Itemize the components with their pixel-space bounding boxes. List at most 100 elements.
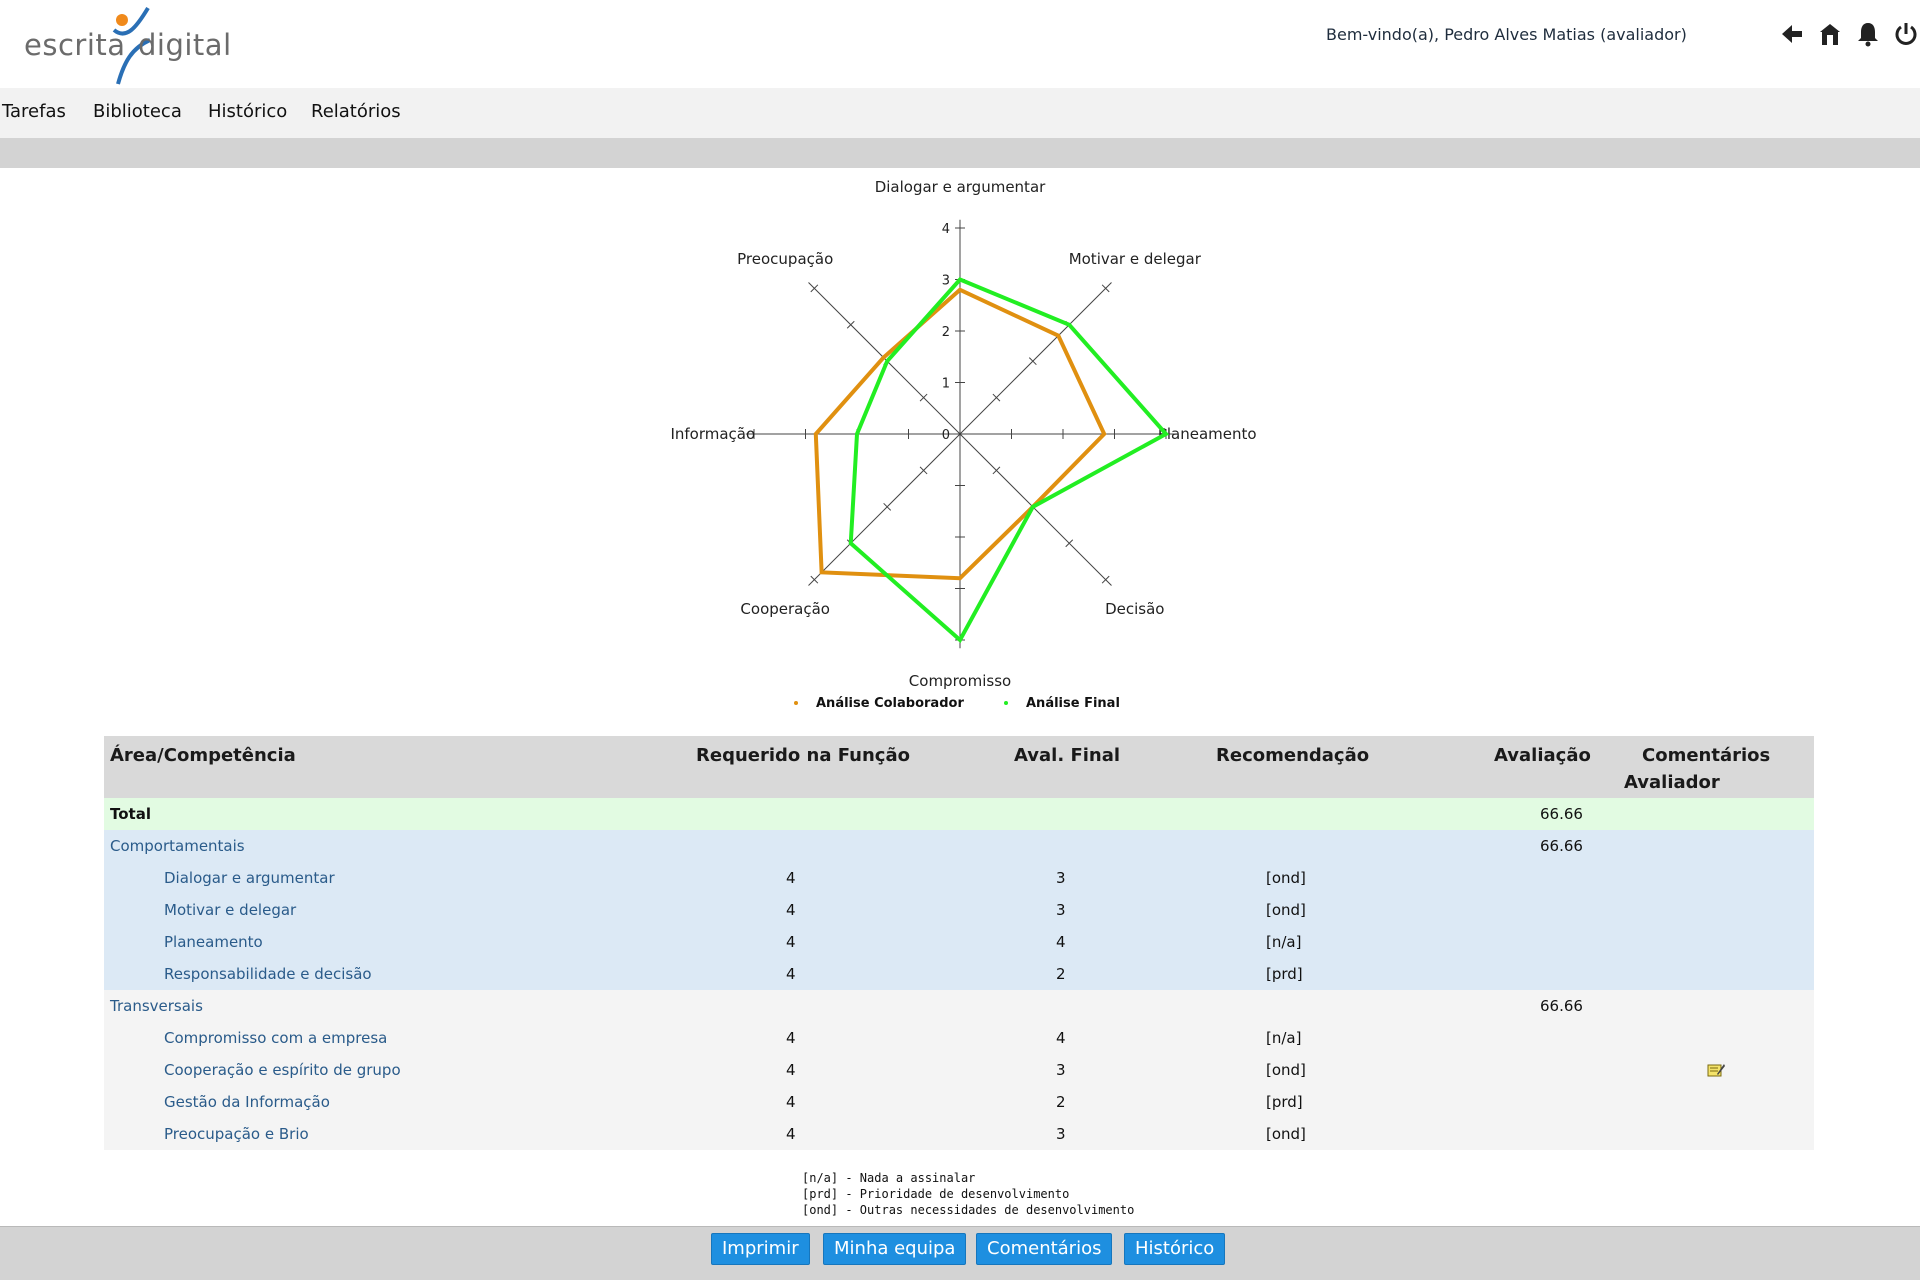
header-area: Área/Competência bbox=[110, 745, 296, 766]
final-value: 3 bbox=[1056, 901, 1066, 919]
comment-note-icon[interactable] bbox=[1706, 1060, 1726, 1080]
required-value: 4 bbox=[786, 1061, 796, 1079]
axis-tick bbox=[992, 393, 1001, 402]
required-value: 4 bbox=[786, 1093, 796, 1111]
legend-note-ond: [ond] - Outras necessidades de desenvolv… bbox=[802, 1203, 1135, 1217]
competency-label[interactable]: Motivar e delegar bbox=[164, 901, 297, 919]
legend-marker bbox=[1004, 701, 1008, 705]
power-icon[interactable] bbox=[1892, 20, 1920, 48]
recommendation-value: [prd] bbox=[1266, 965, 1303, 983]
logo-mark-icon bbox=[112, 6, 151, 85]
tick-label: 1 bbox=[942, 377, 950, 392]
total-label: Total bbox=[110, 805, 151, 823]
logo-text-escrita: escrita bbox=[24, 28, 126, 62]
axis-tick bbox=[883, 502, 892, 511]
table-row: Gestão da Informação 4 2 [prd] bbox=[104, 1086, 1814, 1118]
table-row: Motivar e delegar 4 3 [ond] bbox=[104, 894, 1814, 926]
tick-label: 0 bbox=[942, 428, 950, 443]
axis-tick bbox=[846, 320, 855, 329]
my-team-button[interactable]: Minha equipa bbox=[823, 1233, 967, 1265]
series-polygon bbox=[813, 287, 1107, 581]
table-row: Preocupação e Brio 4 3 [ond] bbox=[104, 1118, 1814, 1150]
table-row: Responsabilidade e decisão 4 2 [prd] bbox=[104, 958, 1814, 990]
recommendation-value: [ond] bbox=[1266, 1125, 1306, 1143]
header-recommendation: Recomendação bbox=[1216, 745, 1370, 766]
home-icon[interactable] bbox=[1816, 20, 1844, 48]
comments-button[interactable]: Comentários bbox=[976, 1233, 1113, 1265]
table-header: Área/Competência Requerido na Função Ava… bbox=[104, 736, 1814, 798]
competency-label[interactable]: Planeamento bbox=[164, 933, 263, 951]
radar-chart-svg: Dialogar e argumentar Motivar e delegar Pl… bbox=[670, 178, 1257, 711]
competency-label[interactable]: Responsabilidade e decisão bbox=[164, 965, 372, 983]
axis-tick bbox=[1065, 539, 1074, 548]
axis-label: Compromisso bbox=[909, 672, 1011, 690]
competency-label[interactable]: Gestão da Informação bbox=[164, 1093, 330, 1111]
recommendation-value: [ond] bbox=[1266, 1061, 1306, 1079]
competency-label[interactable]: Compromisso com a empresa bbox=[164, 1029, 388, 1047]
axis-label: Informação bbox=[670, 425, 755, 443]
table-row: Dialogar e argumentar 4 3 [ond] bbox=[104, 862, 1814, 894]
recommendation-value: [ond] bbox=[1266, 901, 1306, 919]
axis-tick bbox=[919, 393, 928, 402]
axis-tick bbox=[810, 575, 819, 584]
toolbar-strip bbox=[0, 138, 1920, 168]
header-comments-line1: Comentários bbox=[1642, 745, 1771, 766]
radar-chart: Dialogar e argumentar Motivar e delegar Pl… bbox=[560, 168, 1360, 728]
header-evaluation: Avaliação bbox=[1494, 745, 1591, 766]
competency-label[interactable]: Cooperação e espírito de grupo bbox=[164, 1061, 401, 1079]
recommendation-value: [prd] bbox=[1266, 1093, 1303, 1111]
group-label[interactable]: Transversais bbox=[110, 997, 203, 1015]
print-button[interactable]: Imprimir bbox=[711, 1233, 810, 1265]
header-required: Requerido na Função bbox=[696, 745, 910, 766]
axis-line bbox=[808, 433, 961, 586]
axis-line bbox=[959, 282, 1112, 435]
axis-tick bbox=[1101, 284, 1110, 293]
welcome-message: Bem-vindo(a), Pedro Alves Matias (avalia… bbox=[1326, 25, 1687, 44]
recommendation-value: [n/a] bbox=[1266, 933, 1302, 951]
axis-tick bbox=[919, 466, 928, 475]
axis-tick bbox=[1028, 357, 1037, 366]
table-row-group: Transversais 66.66 bbox=[104, 990, 1814, 1022]
nav-item-relatorios[interactable]: Relatórios bbox=[311, 101, 401, 122]
competency-label[interactable]: Dialogar e argumentar bbox=[164, 869, 335, 887]
group-evaluation: 66.66 bbox=[1540, 837, 1583, 855]
recommendation-legend: [n/a] - Nada a assinalar [prd] - Priorid… bbox=[802, 1170, 1134, 1218]
axis-label: Cooperação bbox=[740, 600, 830, 618]
back-arrow-icon[interactable] bbox=[1778, 20, 1806, 48]
footer-actions: Imprimir Minha equipa Comentários Histór… bbox=[0, 1226, 1920, 1280]
required-value: 4 bbox=[786, 1029, 796, 1047]
nav-item-tarefas[interactable]: Tarefas bbox=[2, 101, 66, 122]
axis-label: Motivar e delegar bbox=[1069, 250, 1202, 268]
required-value: 4 bbox=[786, 933, 796, 951]
total-evaluation: 66.66 bbox=[1540, 805, 1583, 823]
logo[interactable]: escrita digital bbox=[24, 6, 244, 86]
series-polygon bbox=[848, 277, 1170, 644]
nav-item-biblioteca[interactable]: Biblioteca bbox=[93, 101, 182, 122]
axis-tick bbox=[992, 466, 1001, 475]
table-row-total: Total 66.66 bbox=[104, 798, 1814, 830]
bell-icon[interactable] bbox=[1854, 20, 1882, 48]
required-value: 4 bbox=[786, 901, 796, 919]
header-comments-line2: Avaliador bbox=[1624, 772, 1720, 793]
group-evaluation: 66.66 bbox=[1540, 997, 1583, 1015]
required-value: 4 bbox=[786, 869, 796, 887]
logo-text-digital: digital bbox=[138, 28, 232, 62]
required-value: 4 bbox=[786, 965, 796, 983]
header-comments: Comentários Avaliador bbox=[1624, 742, 1771, 796]
header-final: Aval. Final bbox=[1014, 745, 1121, 766]
legend-note-prd: [prd] - Prioridade de desenvolvimento bbox=[802, 1187, 1070, 1201]
nav-item-historico[interactable]: Histórico bbox=[208, 101, 288, 122]
table-row: Planeamento 4 4 [n/a] bbox=[104, 926, 1814, 958]
final-value: 3 bbox=[1056, 1061, 1066, 1079]
final-value: 3 bbox=[1056, 1125, 1066, 1143]
history-button[interactable]: Histórico bbox=[1124, 1233, 1226, 1265]
table-row: Cooperação e espírito de grupo 4 3 [ond] bbox=[104, 1054, 1814, 1086]
table-row: Compromisso com a empresa 4 4 [n/a] bbox=[104, 1022, 1814, 1054]
final-value: 4 bbox=[1056, 1029, 1066, 1047]
competency-label[interactable]: Preocupação e Brio bbox=[164, 1125, 309, 1143]
table-row-group: Comportamentais 66.66 bbox=[104, 830, 1814, 862]
tick-label: 3 bbox=[942, 274, 950, 289]
group-label[interactable]: Comportamentais bbox=[110, 837, 245, 855]
axis-label: Planeamento bbox=[1158, 425, 1257, 443]
axis-label: Dialogar e argumentar bbox=[875, 178, 1046, 196]
